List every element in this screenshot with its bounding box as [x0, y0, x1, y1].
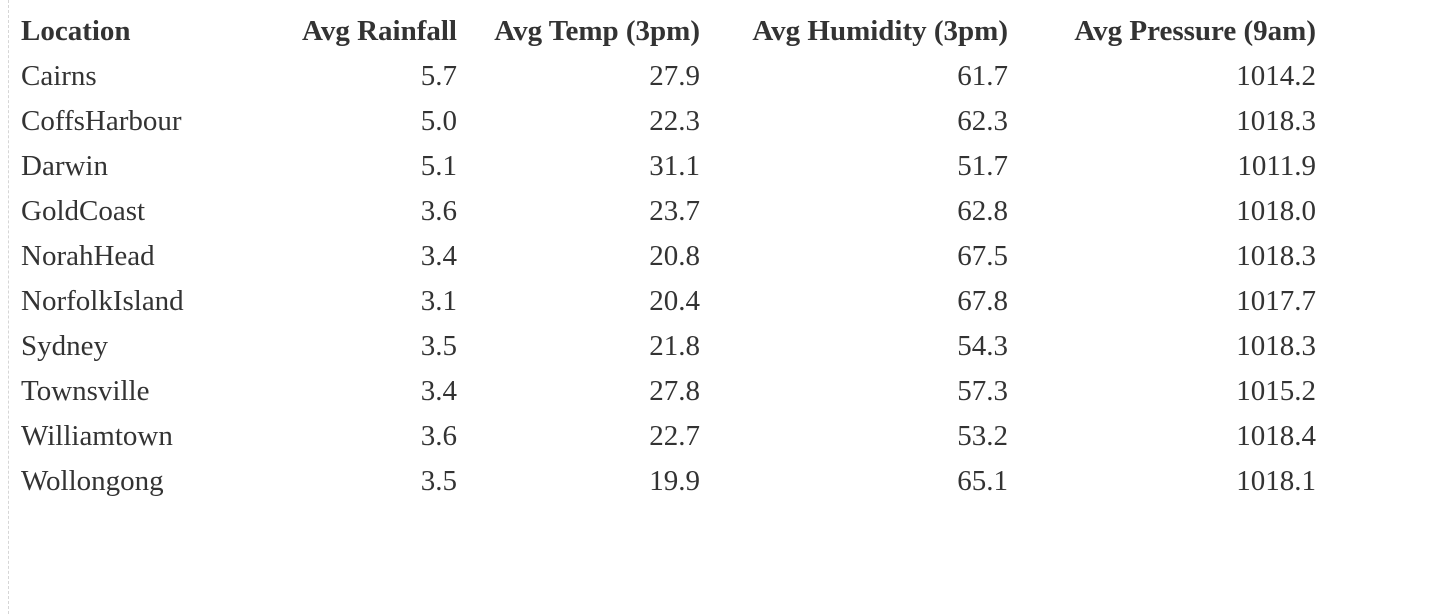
- cell-pressure: 1017.7: [1236, 285, 1316, 317]
- table-frame: [8, 0, 1448, 614]
- cell-temp: 23.7: [649, 195, 700, 227]
- cell-temp: 22.3: [649, 105, 700, 137]
- cell-pressure: 1015.2: [1236, 375, 1316, 407]
- cell-temp: 27.9: [649, 60, 700, 92]
- cell-rainfall: 5.0: [420, 105, 457, 137]
- cell-location: NorahHead: [21, 240, 155, 272]
- cell-location: GoldCoast: [21, 195, 146, 227]
- cell-rainfall: 5.1: [420, 150, 457, 182]
- table-header: Location Avg Rainfall Avg Temp (3pm) Avg…: [21, 9, 1316, 54]
- cell-humidity: 51.7: [957, 150, 1008, 182]
- cell-humidity: 65.1: [957, 465, 1008, 497]
- cell-location: Darwin: [21, 150, 108, 182]
- cell-humidity: 62.8: [957, 195, 1008, 227]
- cell-humidity: 54.3: [957, 330, 1008, 362]
- cell-humidity: 53.2: [957, 420, 1008, 452]
- cell-pressure: 1014.2: [1236, 60, 1316, 92]
- cell-pressure: 1018.3: [1236, 330, 1316, 362]
- header-row: Location Avg Rainfall Avg Temp (3pm) Avg…: [21, 9, 1316, 54]
- table-row: Cairns 5.7 27.9 61.7 1014.2: [21, 54, 1316, 99]
- cell-location: Wollongong: [21, 465, 164, 497]
- header-temp: Avg Temp (3pm): [494, 15, 700, 47]
- cell-location: CoffsHarbour: [21, 105, 182, 137]
- cell-humidity: 62.3: [957, 105, 1008, 137]
- cell-rainfall: 3.4: [420, 240, 457, 272]
- cell-pressure: 1011.9: [1237, 150, 1316, 182]
- cell-rainfall: 3.4: [420, 375, 457, 407]
- data-table: Location Avg Rainfall Avg Temp (3pm) Avg…: [21, 9, 1316, 504]
- table-row: NorfolkIsland 3.1 20.4 67.8 1017.7: [21, 279, 1316, 324]
- cell-temp: 21.8: [649, 330, 700, 362]
- cell-rainfall: 3.1: [420, 285, 457, 317]
- cell-temp: 27.8: [649, 375, 700, 407]
- table-row: Wollongong 3.5 19.9 65.1 1018.1: [21, 459, 1316, 504]
- cell-temp: 22.7: [649, 420, 700, 452]
- cell-location: Townsville: [21, 375, 150, 407]
- table-row: Darwin 5.1 31.1 51.7 1011.9: [21, 144, 1316, 189]
- cell-rainfall: 5.7: [420, 60, 457, 92]
- cell-location: Cairns: [21, 60, 97, 92]
- cell-rainfall: 3.6: [420, 420, 457, 452]
- table-row: Williamtown 3.6 22.7 53.2 1018.4: [21, 414, 1316, 459]
- cell-location: Williamtown: [21, 420, 173, 452]
- header-location: Location: [21, 15, 131, 47]
- cell-pressure: 1018.0: [1236, 195, 1316, 227]
- cell-pressure: 1018.3: [1236, 240, 1316, 272]
- cell-humidity: 67.8: [957, 285, 1008, 317]
- table-body: Cairns 5.7 27.9 61.7 1014.2 CoffsHarbour 5.0 22…: [21, 54, 1316, 504]
- cell-rainfall: 3.5: [420, 465, 457, 497]
- cell-temp: 19.9: [649, 465, 700, 497]
- table-row: Sydney 3.5 21.8 54.3 1018.3: [21, 324, 1316, 369]
- cell-pressure: 1018.3: [1236, 105, 1316, 137]
- cell-rainfall: 3.6: [420, 195, 457, 227]
- cell-temp: 20.8: [649, 240, 700, 272]
- cell-location: NorfolkIsland: [21, 285, 184, 317]
- header-humidity: Avg Humidity (3pm): [752, 15, 1008, 47]
- table-row: CoffsHarbour 5.0 22.3 62.3 1018.3: [21, 99, 1316, 144]
- cell-humidity: 57.3: [957, 375, 1008, 407]
- header-rainfall: Avg Rainfall: [302, 15, 457, 47]
- cell-humidity: 67.5: [957, 240, 1008, 272]
- table-row: NorahHead 3.4 20.8 67.5 1018.3: [21, 234, 1316, 279]
- cell-location: Sydney: [21, 330, 108, 362]
- cell-rainfall: 3.5: [420, 330, 457, 362]
- cell-pressure: 1018.1: [1236, 465, 1316, 497]
- cell-humidity: 61.7: [957, 60, 1008, 92]
- cell-pressure: 1018.4: [1236, 420, 1316, 452]
- table-row: Townsville 3.4 27.8 57.3 1015.2: [21, 369, 1316, 414]
- table-row: GoldCoast 3.6 23.7 62.8 1018.0: [21, 189, 1316, 234]
- cell-temp: 20.4: [649, 285, 700, 317]
- cell-temp: 31.1: [649, 150, 700, 182]
- header-pressure: Avg Pressure (9am): [1074, 15, 1316, 47]
